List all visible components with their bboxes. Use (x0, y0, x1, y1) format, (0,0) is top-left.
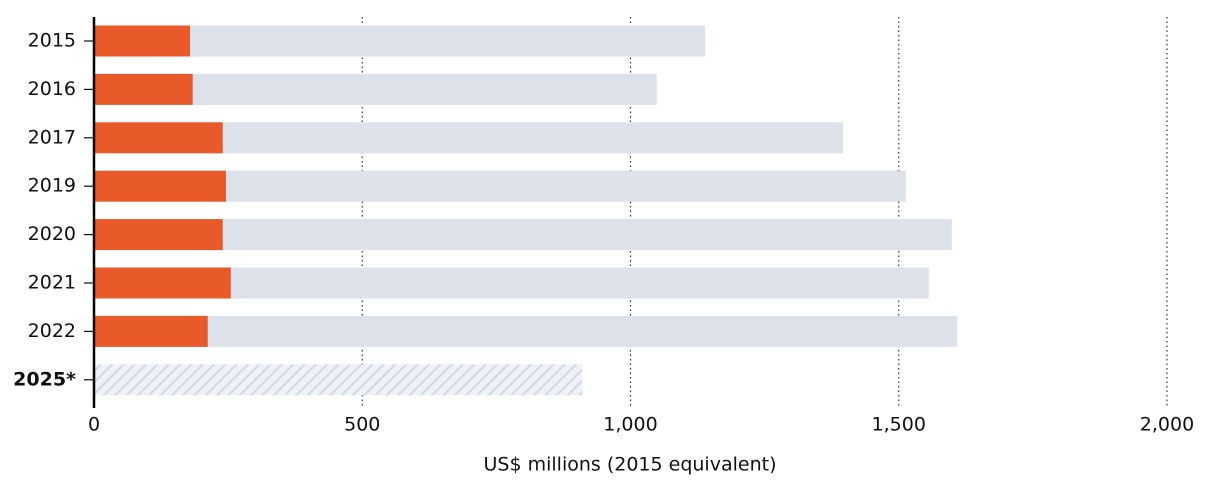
x-tick-label: 0 (88, 414, 100, 436)
bar (94, 170, 226, 202)
bar (94, 25, 706, 57)
y-tick-label: 2020 (28, 223, 76, 245)
bar (94, 364, 583, 396)
bar (94, 267, 929, 299)
bar (94, 170, 906, 202)
x-tick-label: 500 (344, 414, 380, 436)
y-tick-label: 2019 (28, 175, 76, 197)
bar (94, 73, 193, 105)
x-tick-label: 1,000 (603, 414, 657, 436)
bar (94, 219, 223, 251)
x-tick-label: 2,000 (1140, 414, 1194, 436)
y-tick-label: 2016 (28, 78, 76, 100)
y-tick-label: 2025* (13, 368, 76, 390)
bar (94, 219, 952, 251)
bar (94, 267, 231, 299)
x-axis-label: US$ millions (2015 equivalent) (484, 454, 777, 476)
bar (94, 25, 191, 57)
bar (94, 315, 958, 347)
y-tick-label: 2022 (28, 320, 76, 342)
x-tick-label: 1,500 (872, 414, 926, 436)
bar (94, 122, 223, 154)
y-tick-label: 2017 (28, 126, 76, 148)
bar (94, 315, 208, 347)
y-tick-label: 2021 (28, 272, 76, 294)
y-tick-label: 2015 (28, 30, 76, 52)
